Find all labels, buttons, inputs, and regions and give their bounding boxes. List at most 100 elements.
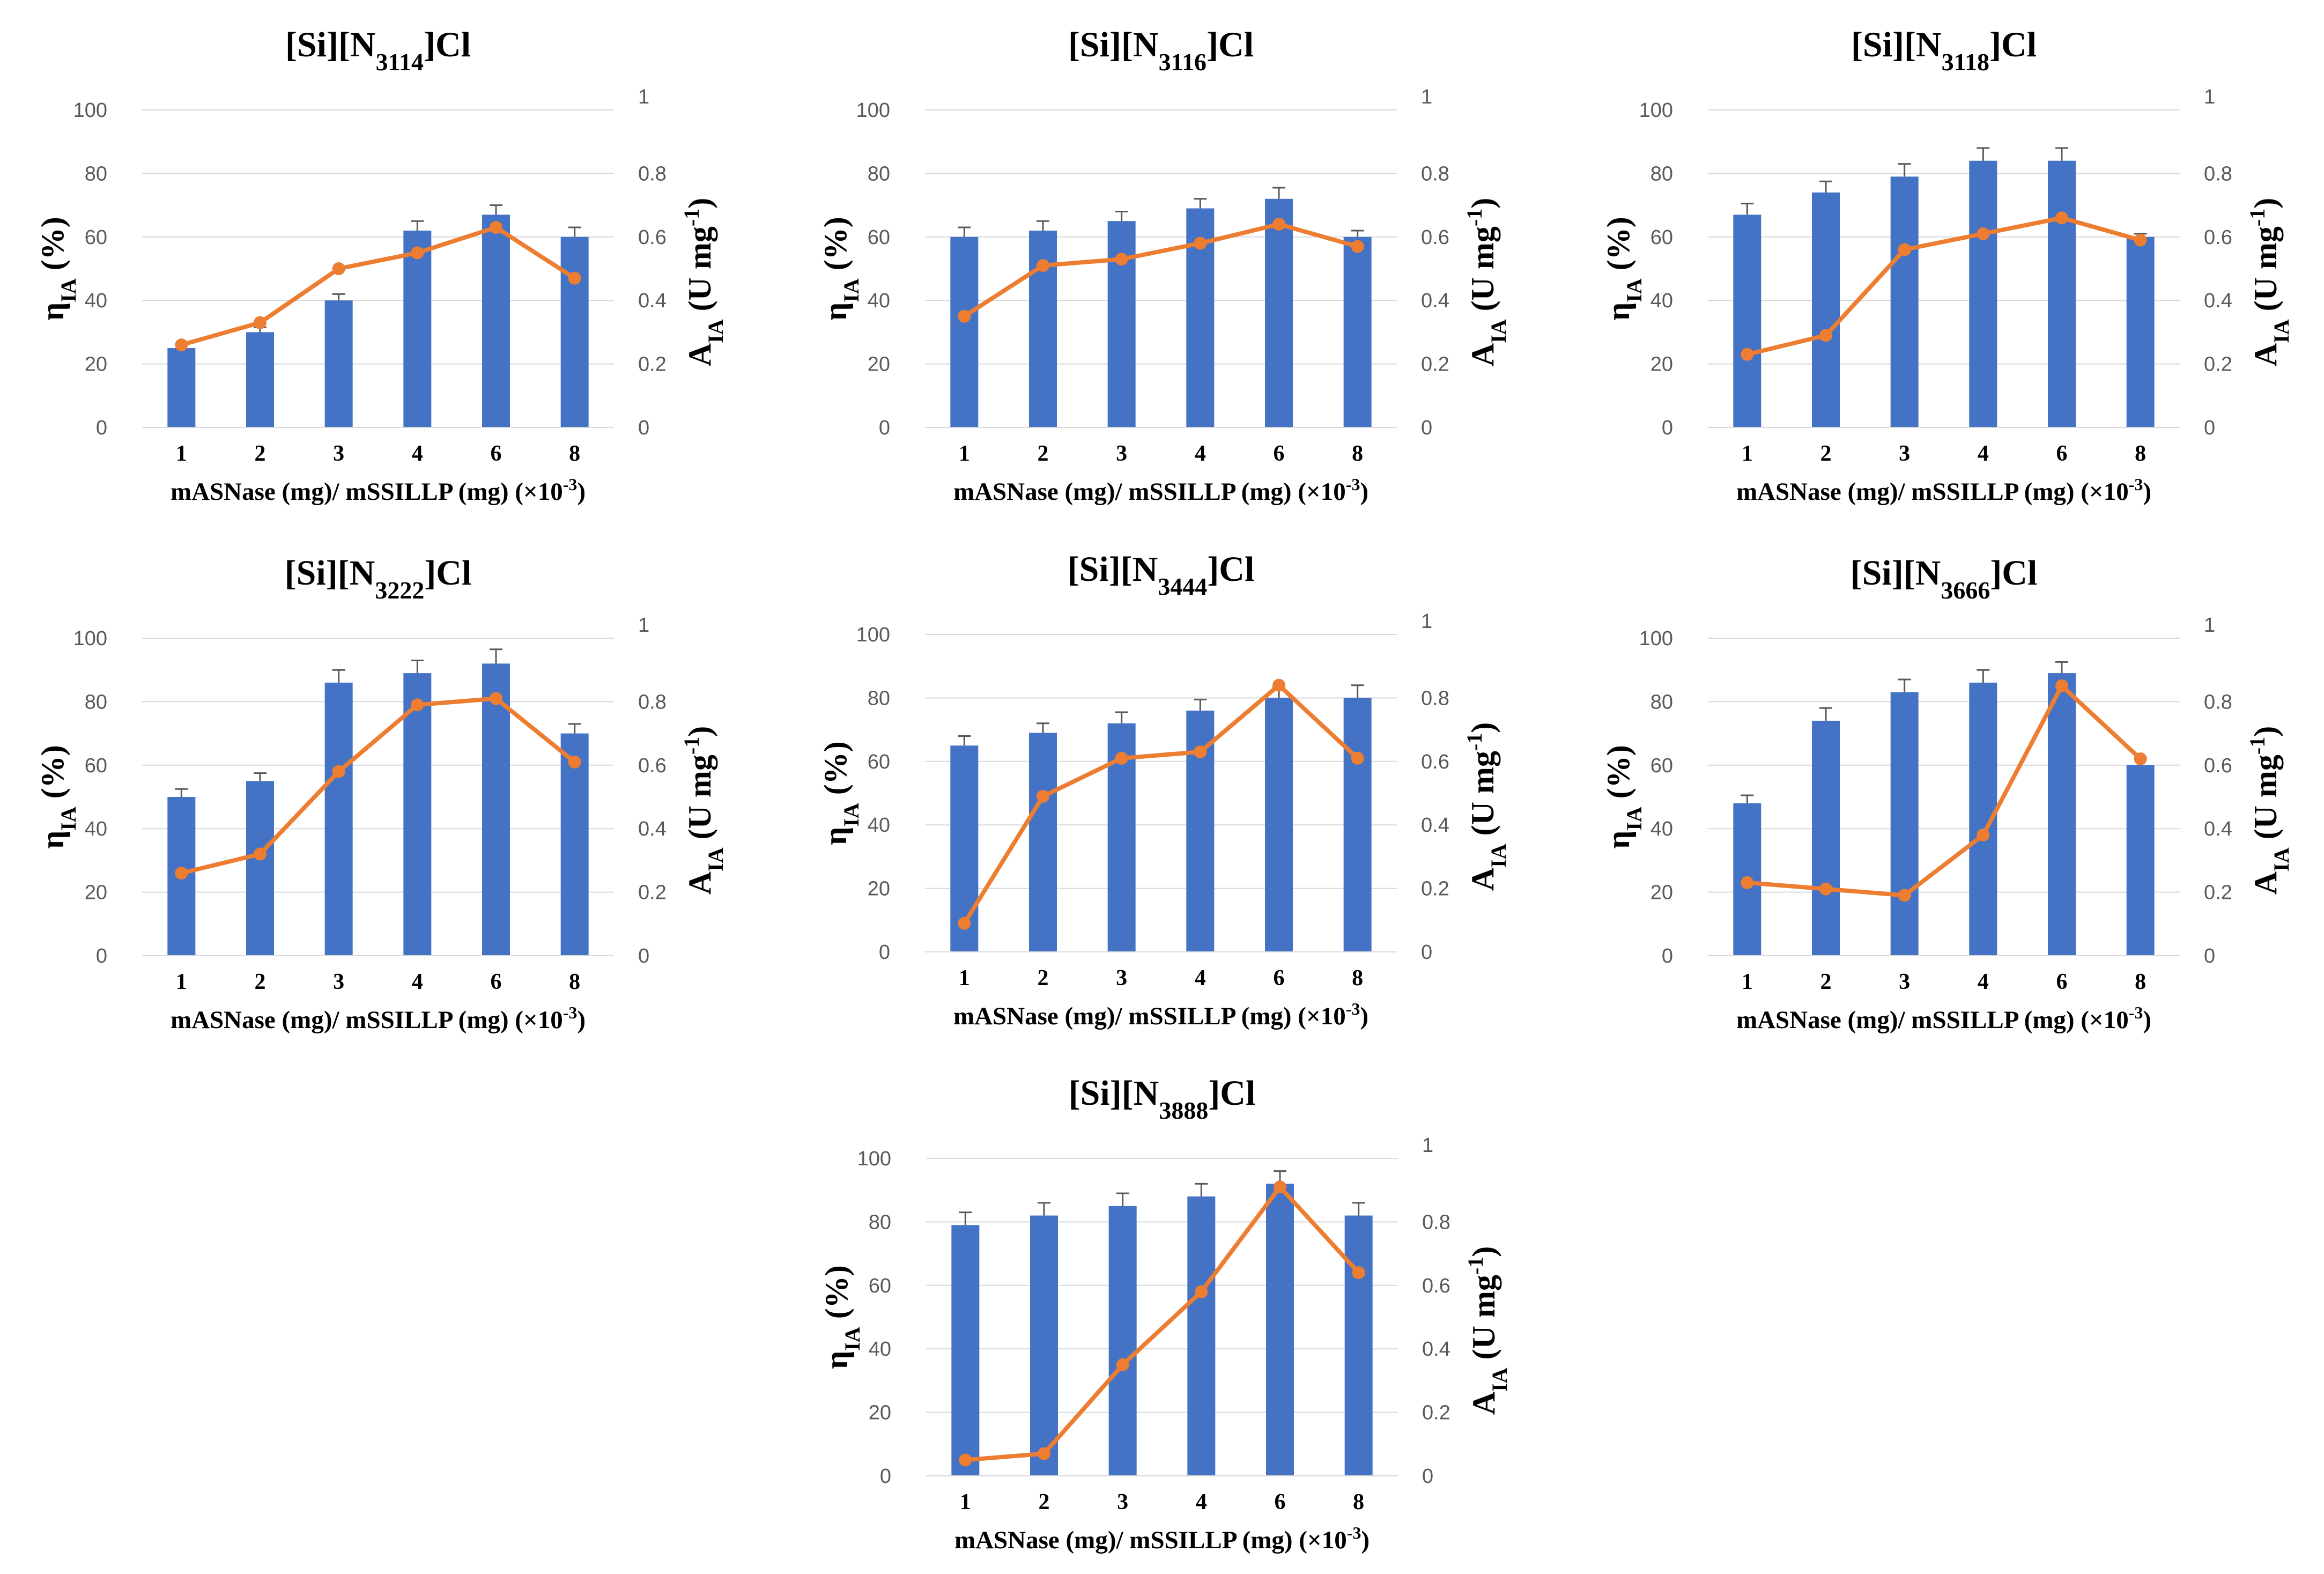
y-tick-label: 60 [868, 751, 890, 773]
y-tick-label: 40 [85, 290, 107, 312]
activity-point [958, 309, 971, 323]
y-label-main: η [819, 1351, 854, 1369]
x-tick-label: 2 [1038, 441, 1049, 466]
title-suffix: ]Cl [1207, 550, 1254, 589]
y2-label-end: ) [2248, 726, 2283, 737]
bar [1030, 1215, 1058, 1476]
y-label-end: (%) [818, 741, 853, 803]
x-tick-label: 2 [1820, 441, 1832, 466]
y2-tick-label: 0.2 [1421, 353, 1449, 376]
activity-line [181, 696, 576, 875]
y2-tick-label: 0.6 [638, 226, 667, 249]
bar [1343, 698, 1372, 952]
x-axis-label: mASNase (mg)/ mSSILLP (mg) (×10-3) [1736, 1003, 2151, 1034]
chart-title: [Si][N3444]Cl [1068, 550, 1255, 600]
title-subscript: 3222 [375, 577, 424, 604]
y2-label-mid: (U mg [1465, 751, 1500, 844]
y2-label-main: A [682, 343, 717, 366]
bar [324, 300, 353, 427]
y-label-sub: IA [56, 278, 80, 302]
x-tick-label: 6 [1274, 441, 1285, 466]
x-label-sup: -3 [1347, 1523, 1361, 1542]
activity-point [175, 338, 188, 352]
y-label-sub: IA [1622, 807, 1646, 831]
x-tick-label: 4 [412, 441, 423, 466]
y-label-end: (%) [35, 745, 70, 807]
activity-point [1037, 789, 1049, 803]
y2-axis-label: AIA (U mg-1) [679, 198, 728, 366]
activity-point [490, 221, 502, 234]
title-prefix: [Si][N [1068, 25, 1159, 64]
activity-point [568, 755, 581, 768]
activity-point [1037, 259, 1049, 272]
y2-tick-label: 0.8 [1421, 687, 1449, 710]
activity-point [1274, 1180, 1286, 1194]
y-label-sub: IA [56, 807, 80, 831]
x-label-sup: -3 [563, 475, 578, 494]
x-label-sup: -3 [1346, 475, 1360, 494]
activity-point [175, 867, 188, 880]
bar [1890, 692, 1919, 956]
title-suffix: ]Cl [424, 25, 471, 64]
y2-tick-label: 0 [1421, 417, 1432, 439]
y-tick-label: 100 [856, 624, 890, 646]
x-tick-label: 8 [1352, 966, 1363, 991]
x-axis-label: mASNase (mg)/ mSSILLP (mg) (×10-3) [171, 1003, 586, 1034]
y2-tick-label: 0.8 [2204, 691, 2232, 713]
chart-svg: [Si][N3118]Cl 0 20 40 60 80 100 0 0.2 0.4 0.6 0.8 1 1… [1601, 25, 2293, 506]
y-tick-label: 100 [856, 99, 890, 122]
y-label-sub: IA [839, 803, 863, 827]
y-tick-label: 0 [879, 417, 890, 439]
y2-tick-label: 1 [2204, 86, 2215, 108]
chart-title: [Si][N3888]Cl [1069, 1074, 1256, 1124]
y-tick-label: 40 [1651, 818, 1673, 840]
x-tick-label: 4 [1978, 441, 1989, 466]
y2-axis-label: AIA (U mg-1) [1463, 1246, 1512, 1415]
x-tick-label: 3 [1899, 441, 1910, 466]
x-tick-label: 8 [1353, 1490, 1364, 1514]
y2-label-mid: (U mg [1465, 226, 1500, 319]
y-tick-label: 20 [85, 353, 107, 376]
y-tick-label: 60 [85, 226, 107, 249]
activity-point [1819, 882, 1832, 896]
y2-label-sup: -1 [679, 209, 704, 226]
bar [1107, 221, 1136, 427]
y2-label-mid: (U mg [2248, 755, 2283, 847]
y2-tick-label: 0.4 [638, 290, 667, 312]
y-tick-label: 40 [1651, 290, 1673, 312]
y2-tick-label: 0.2 [2204, 353, 2232, 376]
activity-point [1819, 329, 1832, 342]
y2-tick-label: 0.4 [1421, 814, 1449, 837]
chart-panel-3666: [Si][N3666]Cl 0 20 40 60 80 100 0 0.2 0.4 0.6 0.8 1 1… [1566, 528, 2324, 1054]
y-tick-label: 20 [1651, 882, 1673, 904]
x-tick-label: 6 [491, 970, 502, 994]
x-tick-label: 1 [960, 1490, 971, 1514]
title-subscript: 3666 [1941, 577, 1990, 604]
y-axis-label: ηIA (%) [35, 745, 80, 849]
x-tick-label: 3 [1117, 1490, 1128, 1514]
activity-point [1898, 243, 1911, 256]
activity-point [2134, 752, 2147, 765]
chart-title: [Si][N3666]Cl [1851, 553, 2038, 604]
y2-tick-label: 0.4 [638, 818, 667, 840]
y2-tick-label: 0.2 [638, 882, 667, 904]
y2-tick-label: 0.2 [1422, 1402, 1450, 1424]
chart-panel-3116: [Si][N3116]Cl 0 20 40 60 80 100 0 0.2 0.4 0.6 0.8 1 1… [783, 0, 1558, 526]
x-tick-label: 6 [1275, 1490, 1286, 1514]
chart-title: [Si][N3118]Cl [1851, 25, 2037, 76]
y2-label-sub: IA [704, 847, 728, 871]
bar [950, 237, 979, 427]
y-tick-label: 100 [1639, 627, 1673, 650]
chart-svg: [Si][N3114]Cl 0 20 40 60 80 100 0 0.2 0.4 0.6 0.8 1 1… [35, 25, 728, 506]
x-tick-label: 6 [1274, 966, 1285, 991]
title-prefix: [Si][N [1069, 1074, 1159, 1113]
y-tick-label: 60 [85, 755, 107, 777]
y-tick-label: 80 [85, 691, 107, 713]
y-tick-label: 40 [868, 290, 890, 312]
x-tick-label: 2 [1820, 970, 1832, 994]
y-tick-label: 40 [85, 818, 107, 840]
x-tick-label: 3 [333, 441, 344, 466]
y-label-end: (%) [819, 1265, 854, 1327]
activity-point [1741, 876, 1754, 889]
y2-label-sup: -1 [1462, 733, 1486, 751]
